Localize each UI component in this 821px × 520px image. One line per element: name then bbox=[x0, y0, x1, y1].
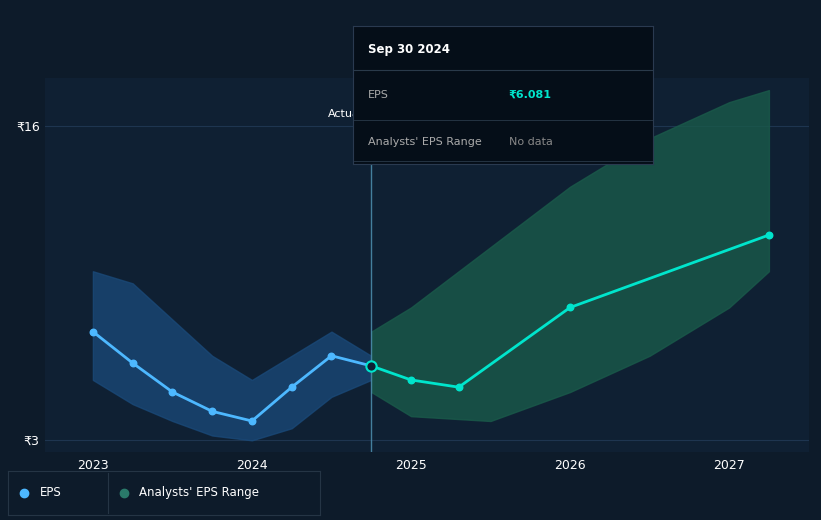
Text: EPS: EPS bbox=[39, 486, 61, 499]
Point bbox=[285, 383, 298, 392]
Text: ₹6.081: ₹6.081 bbox=[509, 90, 552, 100]
Point bbox=[166, 388, 179, 396]
Point bbox=[563, 303, 576, 311]
Text: No data: No data bbox=[509, 137, 553, 147]
Point bbox=[245, 417, 259, 425]
Point bbox=[452, 383, 466, 392]
Point bbox=[86, 328, 99, 336]
Text: Analysts' EPS Range: Analysts' EPS Range bbox=[368, 137, 482, 147]
Point bbox=[365, 362, 378, 370]
Point bbox=[325, 352, 338, 360]
Text: Actual: Actual bbox=[328, 109, 364, 119]
Text: Analysts' EPS Range: Analysts' EPS Range bbox=[140, 486, 259, 499]
Point bbox=[365, 362, 378, 370]
Text: EPS: EPS bbox=[368, 90, 389, 100]
Point bbox=[405, 376, 418, 384]
Point bbox=[365, 362, 378, 370]
Text: Analysts Forecasts: Analysts Forecasts bbox=[384, 109, 488, 119]
Point bbox=[205, 407, 218, 415]
Point bbox=[126, 359, 140, 367]
Text: Sep 30 2024: Sep 30 2024 bbox=[368, 43, 450, 56]
Point bbox=[763, 231, 776, 239]
